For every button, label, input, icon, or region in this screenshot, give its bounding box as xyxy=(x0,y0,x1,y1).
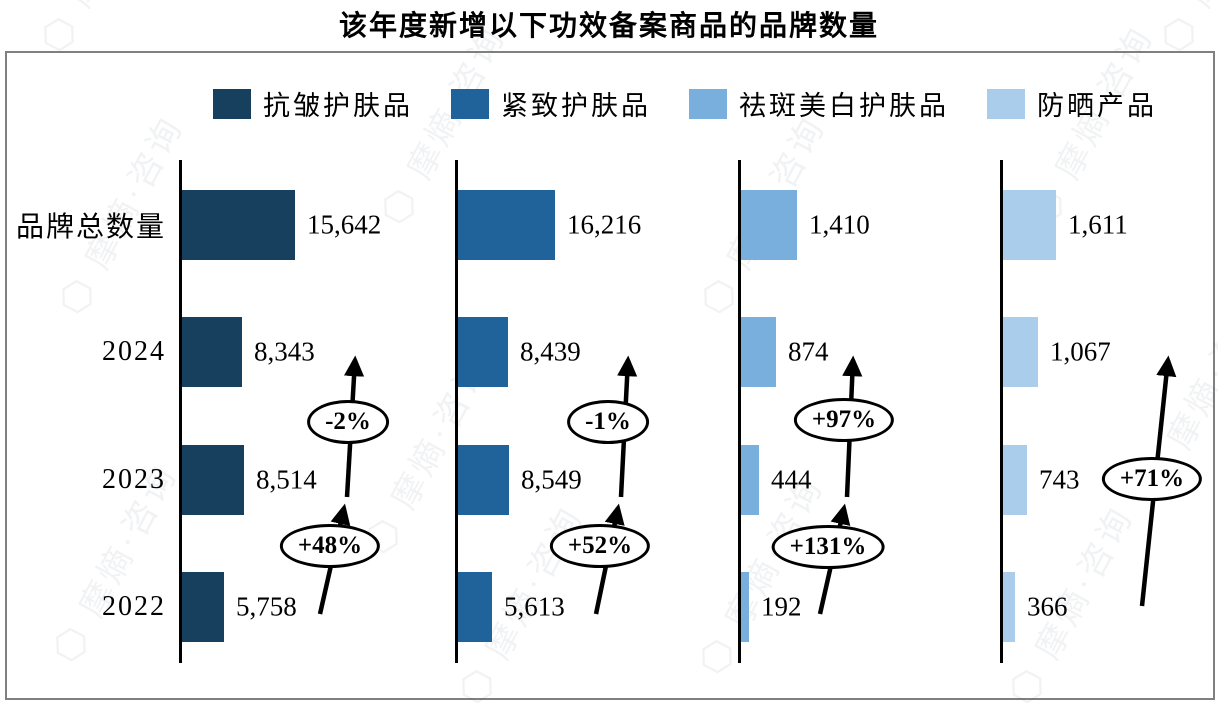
bar xyxy=(182,317,242,387)
panel-axis-line xyxy=(738,160,741,663)
bar-value-label: 366 xyxy=(1027,591,1068,622)
legend-swatch-icon xyxy=(987,88,1025,119)
growth-badge: +71% xyxy=(1101,457,1203,501)
legend-item: 抗皱护肤品 xyxy=(213,84,413,123)
bar-value-label: 8,549 xyxy=(521,464,582,495)
bar-value-label: 15,642 xyxy=(307,209,382,240)
bar-value-label: 1,611 xyxy=(1068,209,1128,240)
legend-label: 紧致护肤品 xyxy=(501,91,651,121)
bar xyxy=(458,190,555,260)
row-label-total: 品牌总数量 xyxy=(15,212,166,243)
legend-item: 紧致护肤品 xyxy=(451,84,651,123)
legend-label: 抗皱护肤品 xyxy=(263,91,413,121)
bar xyxy=(458,445,509,515)
bar xyxy=(741,317,776,387)
bar xyxy=(741,572,749,642)
bar-value-label: 16,216 xyxy=(567,209,642,240)
row-label-2023: 2023 xyxy=(102,464,166,495)
growth-badge: +52% xyxy=(549,524,651,568)
growth-badge: -2% xyxy=(307,400,389,444)
growth-badge: -1% xyxy=(567,400,649,444)
bar-value-label: 743 xyxy=(1039,464,1080,495)
row-label-2022: 2022 xyxy=(102,591,166,622)
panel-axis-line xyxy=(455,160,458,663)
chart-title: 该年度新增以下功效备案商品的品牌数量 xyxy=(338,11,879,42)
bar-value-label: 5,613 xyxy=(504,591,565,622)
legend-label: 防晒产品 xyxy=(1037,91,1157,121)
bar xyxy=(1003,572,1015,642)
bar-value-label: 8,514 xyxy=(256,464,317,495)
growth-badge: +48% xyxy=(279,524,381,568)
bar-value-label: 8,343 xyxy=(254,336,315,367)
growth-badge: +131% xyxy=(771,525,885,569)
bar xyxy=(741,190,797,260)
bar xyxy=(458,317,508,387)
legend-swatch-icon xyxy=(213,88,251,119)
bar-value-label: 192 xyxy=(761,591,802,622)
bar-value-label: 5,758 xyxy=(236,591,297,622)
bar xyxy=(458,572,492,642)
bar xyxy=(741,445,759,515)
legend-item: 祛斑美白护肤品 xyxy=(689,84,949,123)
chart-legend: 抗皱护肤品 紧致护肤品 祛斑美白护肤品 防晒产品 xyxy=(213,84,1157,123)
bar xyxy=(182,572,224,642)
bar xyxy=(1003,445,1027,515)
growth-badge: +97% xyxy=(793,398,895,442)
legend-swatch-icon xyxy=(689,88,727,119)
bar-value-label: 444 xyxy=(771,464,812,495)
bar-value-label: 8,439 xyxy=(520,336,581,367)
bar xyxy=(1003,317,1038,387)
chart-frame-border xyxy=(5,51,1215,700)
bar xyxy=(1003,190,1056,260)
bar-value-label: 874 xyxy=(788,336,829,367)
bar-value-label: 1,067 xyxy=(1050,336,1111,367)
bar xyxy=(182,190,295,260)
legend-item: 防晒产品 xyxy=(987,84,1157,123)
row-label-2024: 2024 xyxy=(102,336,166,367)
legend-label: 祛斑美白护肤品 xyxy=(739,91,949,121)
bar xyxy=(182,445,244,515)
bar-value-label: 1,410 xyxy=(809,209,870,240)
panel-axis-line xyxy=(179,160,182,663)
legend-swatch-icon xyxy=(451,88,489,119)
panel-axis-line xyxy=(1000,160,1003,663)
